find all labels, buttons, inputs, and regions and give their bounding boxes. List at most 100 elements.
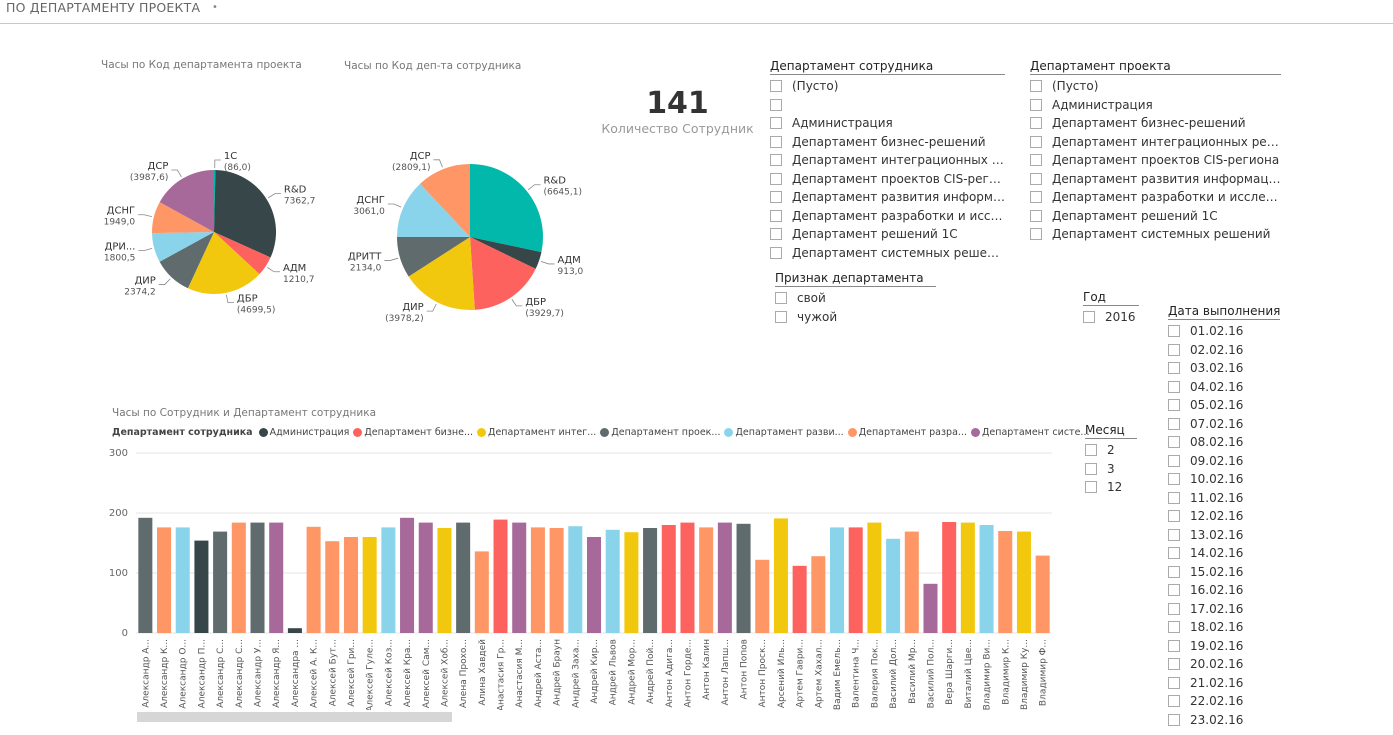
pie-slice[interactable]	[420, 164, 470, 237]
pie-slice[interactable]	[152, 202, 214, 234]
checkbox[interactable]	[1168, 639, 1180, 652]
checkbox[interactable]	[1168, 399, 1180, 412]
slicer-date-item[interactable]: 08.02.16	[1168, 433, 1280, 452]
bar[interactable]	[624, 532, 639, 633]
legend-item[interactable]: Департамент разра...	[847, 427, 967, 438]
checkbox[interactable]	[1030, 191, 1042, 204]
slicer-emp-dept-item[interactable]: (Пусто)	[770, 77, 1005, 96]
checkbox[interactable]	[770, 228, 782, 241]
slicer-emp-dept-item[interactable]: Департамент интеграционных реш...	[770, 151, 1005, 170]
bar[interactable]	[194, 540, 209, 633]
slicer-proj-dept-item[interactable]: (Пусто)	[1030, 77, 1281, 96]
checkbox[interactable]	[770, 80, 782, 93]
bar[interactable]	[306, 526, 321, 633]
slicer-proj-dept-item[interactable]: Администрация	[1030, 96, 1281, 115]
bar[interactable]	[1016, 531, 1031, 633]
bar[interactable]	[717, 522, 732, 633]
checkbox[interactable]	[1030, 117, 1042, 130]
slicer-date-item[interactable]: 02.02.16	[1168, 341, 1280, 360]
bar[interactable]	[960, 522, 975, 633]
slicer-project-department-list[interactable]: (Пусто) Администрация Департамент бизнес-р…	[1030, 77, 1281, 244]
bar[interactable]	[269, 522, 284, 633]
pie-slice[interactable]	[397, 183, 470, 238]
slicer-proj-dept-item[interactable]: Департамент системных решений	[1030, 225, 1281, 244]
pie-slice[interactable]	[470, 164, 543, 253]
checkbox[interactable]	[775, 310, 787, 323]
checkbox[interactable]	[1030, 98, 1042, 111]
checkbox[interactable]	[1030, 228, 1042, 241]
checkbox[interactable]	[1030, 135, 1042, 148]
checkbox[interactable]	[1030, 209, 1042, 222]
bar[interactable]	[736, 523, 751, 633]
checkbox[interactable]	[770, 172, 782, 185]
slicer-date-item[interactable]: 23.02.16	[1168, 711, 1280, 730]
checkbox[interactable]	[1168, 491, 1180, 504]
checkbox[interactable]	[1168, 713, 1180, 726]
checkbox[interactable]	[770, 98, 782, 111]
slicer-year-item[interactable]: 2016	[1083, 308, 1139, 327]
page-title[interactable]: ПО ДЕПАРТАМЕНТУ ПРОЕКТА	[6, 0, 201, 15]
checkbox[interactable]	[1168, 510, 1180, 523]
slicer-sign-item[interactable]: чужой	[775, 308, 936, 327]
checkbox[interactable]	[1168, 454, 1180, 467]
legend-item[interactable]: Департамент систе...	[970, 427, 1090, 438]
bar[interactable]	[549, 528, 564, 633]
slicer-date-item[interactable]: 17.02.16	[1168, 600, 1280, 619]
slicer-month-item[interactable]: 3	[1085, 460, 1137, 479]
bar[interactable]	[138, 517, 153, 633]
bar[interactable]	[325, 541, 340, 633]
checkbox[interactable]	[775, 292, 787, 305]
pie-slice[interactable]	[214, 232, 271, 275]
slicer-date-item[interactable]: 13.02.16	[1168, 526, 1280, 545]
bar[interactable]	[680, 522, 695, 633]
checkbox[interactable]	[770, 154, 782, 167]
slicer-emp-dept-item[interactable]: Департамент разработки и исслед...	[770, 207, 1005, 226]
slicer-date-item[interactable]: 05.02.16	[1168, 396, 1280, 415]
bar-chart-hours-by-employee[interactable]: 0 100 200 300 Александр А... Александр К... Ал…	[100, 445, 1060, 710]
slicer-date-item[interactable]: 16.02.16	[1168, 581, 1280, 600]
slicer-date-item[interactable]: 07.02.16	[1168, 415, 1280, 434]
bar[interactable]	[157, 527, 172, 633]
pie-slice[interactable]	[214, 170, 216, 232]
checkbox[interactable]	[1168, 565, 1180, 578]
pie-slice[interactable]	[408, 237, 475, 310]
bar[interactable]	[886, 538, 901, 633]
checkbox[interactable]	[770, 117, 782, 130]
bar[interactable]	[867, 522, 882, 633]
pie-slice[interactable]	[470, 237, 542, 269]
slicer-sign-item[interactable]: свой	[775, 289, 936, 308]
slicer-proj-dept-item[interactable]: Департамент решений 1С	[1030, 207, 1281, 226]
bar[interactable]	[942, 522, 957, 633]
bar[interactable]	[979, 525, 994, 633]
checkbox[interactable]	[1168, 602, 1180, 615]
bar[interactable]	[848, 527, 863, 633]
slicer-emp-dept-item[interactable]: Департамент решений 1С	[770, 225, 1005, 244]
checkbox[interactable]	[1168, 658, 1180, 671]
checkbox[interactable]	[1168, 380, 1180, 393]
bar[interactable]	[381, 527, 396, 633]
slicer-month-item[interactable]: 12	[1085, 478, 1137, 497]
slicer-emp-dept-item[interactable]: Администрация	[770, 114, 1005, 133]
slicer-date-item[interactable]: 09.02.16	[1168, 452, 1280, 471]
slicer-date-item[interactable]: 01.02.16	[1168, 322, 1280, 341]
checkbox[interactable]	[1168, 417, 1180, 430]
checkbox[interactable]	[770, 135, 782, 148]
bar[interactable]	[792, 565, 807, 633]
legend-item[interactable]: Департамент проек...	[600, 427, 720, 438]
bar[interactable]	[773, 518, 788, 633]
pie-slice[interactable]	[159, 170, 214, 232]
pie-slice[interactable]	[214, 170, 276, 258]
slicer-date-item[interactable]: 04.02.16	[1168, 378, 1280, 397]
bar[interactable]	[213, 531, 228, 633]
legend-item[interactable]: Департамент интег...	[477, 427, 596, 438]
checkbox[interactable]	[1030, 80, 1042, 93]
bar[interactable]	[474, 551, 489, 633]
legend-item[interactable]: Департамент разви...	[724, 427, 844, 438]
checkbox[interactable]	[1085, 481, 1097, 494]
bar[interactable]	[755, 559, 770, 633]
slicer-emp-dept-item[interactable]: Департамент развития информаци...	[770, 188, 1005, 207]
bar-chart-legend[interactable]: Департамент сотрудника Администрация Депа…	[112, 427, 1094, 438]
checkbox[interactable]	[1168, 343, 1180, 356]
